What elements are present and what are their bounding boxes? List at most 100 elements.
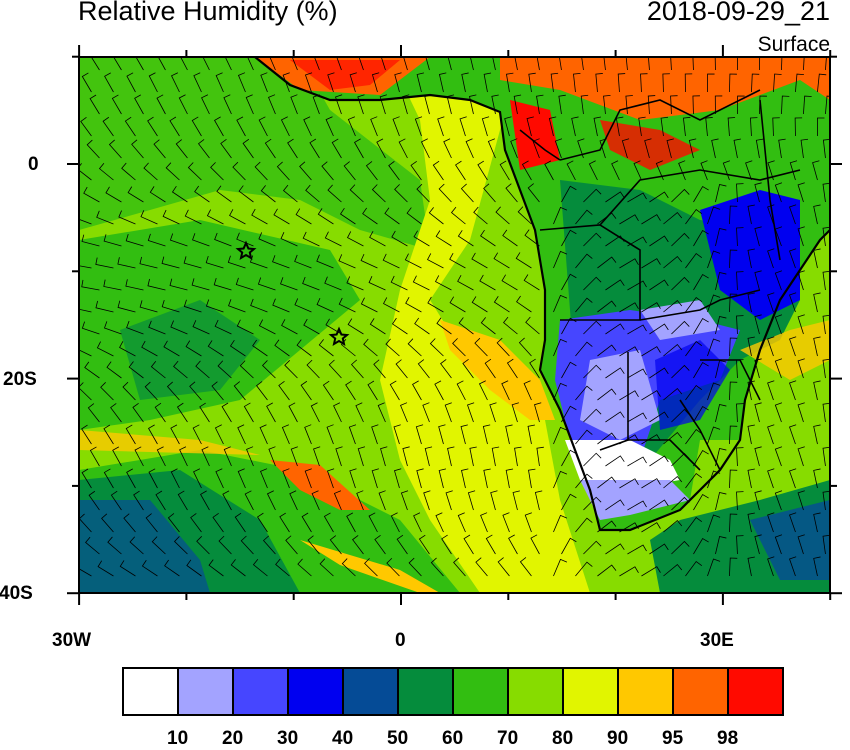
wind-barb (478, 380, 488, 401)
wind-barb (371, 184, 386, 203)
wind-barb (767, 468, 775, 489)
wind-barb (515, 252, 532, 269)
wind-barb (227, 255, 246, 269)
wind-barbs (79, 57, 830, 577)
wind-barb (482, 424, 491, 445)
lon-label-30e: 30E (700, 630, 734, 651)
wind-barb (335, 94, 343, 115)
wind-barb (611, 160, 620, 181)
wind-barb (469, 57, 474, 71)
wind-barb (449, 296, 466, 313)
wind-barb (794, 117, 803, 137)
wind-barb (156, 94, 166, 115)
map-frame (78, 56, 831, 594)
wind-barb (79, 265, 92, 269)
wind-barb (349, 468, 357, 489)
wind-barb (581, 57, 584, 71)
wind-barb (309, 138, 320, 159)
wind-barb (150, 361, 166, 379)
wind-barb (108, 139, 122, 159)
wind-barb (715, 403, 727, 423)
wind-barb (647, 95, 656, 115)
wind-barb (729, 249, 738, 269)
wind-barb (778, 138, 786, 159)
wind-barb (495, 206, 510, 225)
wind-barb (238, 185, 254, 203)
wind-barb (797, 534, 805, 555)
wind-barb (781, 95, 790, 115)
wind-barb (106, 361, 122, 379)
wind-barb (627, 280, 647, 291)
wind-barb (705, 117, 713, 137)
wind-barb (467, 490, 476, 511)
wind-barb (692, 95, 700, 115)
wind-barb (729, 293, 738, 313)
wind-barb (205, 299, 224, 313)
wind-barb (214, 232, 232, 247)
wind-barb (644, 138, 652, 159)
wind-barb (727, 117, 736, 137)
wind-barb (184, 209, 202, 225)
star-marker (235, 240, 257, 261)
wind-barb (641, 434, 661, 445)
wind-barb (295, 208, 312, 225)
wind-barb (580, 94, 589, 115)
wind-barb (191, 116, 202, 137)
wind-barb (149, 186, 166, 203)
wind-barb (649, 499, 669, 511)
wind-barb (493, 296, 510, 313)
wind-barb (365, 161, 378, 181)
wind-barb (561, 229, 577, 247)
wind-barb (148, 424, 158, 445)
wind-barb (477, 160, 488, 181)
wind-barb (519, 557, 532, 577)
wind-barb (403, 57, 408, 71)
wind-barb (220, 139, 232, 159)
wind-barb (767, 380, 775, 401)
wind-barb (255, 381, 268, 401)
wind-barb (605, 499, 625, 511)
wind-barb (813, 468, 821, 489)
wind-barb (176, 402, 188, 423)
wind-barb (641, 522, 661, 533)
wind-barb (475, 557, 488, 577)
wind-barb (362, 207, 378, 225)
wind-barb (473, 206, 488, 225)
wind-barb (729, 557, 738, 577)
wind-barb (619, 434, 639, 445)
wind-barb (386, 557, 400, 577)
wind-barb (302, 276, 320, 291)
wind-barb (707, 206, 721, 225)
wind-barb (390, 512, 400, 533)
wind-barb (377, 402, 386, 423)
wind-barb (450, 206, 466, 225)
wind-barb (685, 252, 703, 269)
wind-barb (224, 57, 232, 71)
wind-barb (754, 314, 762, 335)
wind-barb (84, 361, 100, 379)
wind-barb (597, 212, 617, 225)
wind-barb (437, 116, 445, 137)
wind-barb (605, 543, 625, 555)
wind-barb (663, 431, 683, 445)
wind-barb (432, 160, 444, 181)
wind-barb (371, 468, 379, 489)
wind-barb (369, 230, 386, 247)
wind-barb (745, 160, 753, 181)
wind-barb (217, 360, 232, 379)
wind-barb (773, 73, 782, 93)
wind-barb (382, 253, 400, 269)
wind-barb (736, 227, 744, 247)
wind-barb (641, 302, 661, 313)
wind-barb (268, 94, 276, 115)
wind-barb (649, 411, 669, 423)
wind-barb (438, 183, 452, 203)
wind-barb (575, 209, 593, 225)
wind-barb (103, 321, 122, 335)
wind-barb (512, 490, 520, 511)
wind-barb (684, 73, 693, 93)
star-markers (235, 240, 350, 347)
wind-barb (201, 446, 210, 467)
wind-barb (121, 162, 136, 181)
wind-barb (379, 94, 387, 115)
